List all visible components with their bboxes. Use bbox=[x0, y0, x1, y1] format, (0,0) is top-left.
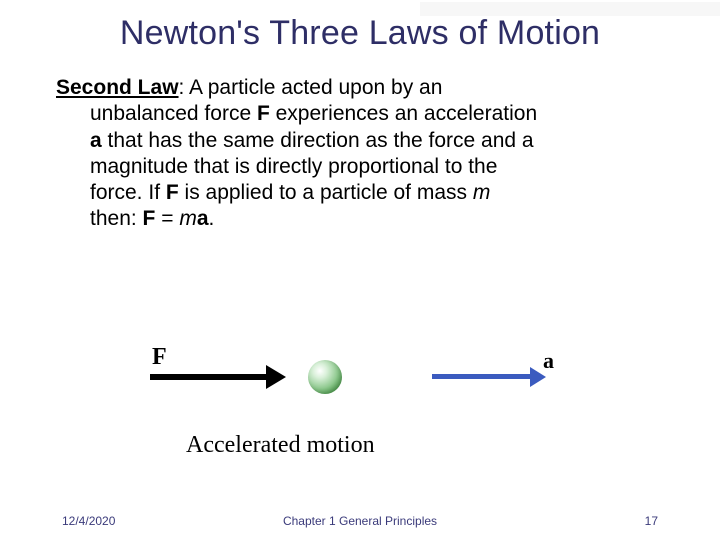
text-frag: experiences an acceleration bbox=[270, 102, 537, 125]
text-line: a that has the same direction as the for… bbox=[90, 128, 670, 154]
slide-title: Newton's Three Laws of Motion bbox=[50, 14, 670, 53]
text-frag: is applied to a particle of mass bbox=[179, 181, 473, 204]
symbol-a: a bbox=[90, 129, 102, 152]
slide-footer: 12/4/2020 Chapter 1 General Principles 1… bbox=[0, 508, 720, 528]
text-frag: = bbox=[155, 207, 179, 230]
text-frag: force. If bbox=[90, 181, 166, 204]
text-line: magnitude that is directly proportional … bbox=[90, 154, 670, 180]
text-line: unbalanced force F experiences an accele… bbox=[90, 101, 670, 127]
text-line: force. If F is applied to a particle of … bbox=[90, 180, 670, 206]
text-frag: unbalanced force bbox=[90, 102, 257, 125]
text-frag: then: bbox=[90, 207, 143, 230]
acceleration-label: a bbox=[543, 348, 554, 374]
text-frag: magnitude that is directly proportional … bbox=[90, 155, 497, 178]
text-frag: . bbox=[209, 207, 215, 230]
text-line: then: F = ma. bbox=[90, 206, 670, 232]
force-arrow-icon bbox=[150, 374, 270, 380]
acceleration-arrow-icon bbox=[432, 374, 532, 379]
symbol-m: m bbox=[473, 181, 491, 204]
slide: Newton's Three Laws of Motion Second Law… bbox=[0, 0, 720, 540]
footer-page-number: 17 bbox=[645, 514, 658, 528]
symbol-m: m bbox=[179, 207, 197, 230]
force-label: F bbox=[152, 344, 167, 371]
decorative-bar bbox=[420, 2, 720, 16]
symbol-a: a bbox=[197, 207, 209, 230]
footer-chapter: Chapter 1 General Principles bbox=[0, 514, 720, 528]
body-text: Second Law: A particle acted upon by an … bbox=[50, 75, 670, 233]
symbol-F: F bbox=[257, 102, 270, 125]
law-heading: Second Law bbox=[56, 76, 179, 99]
diagram-caption: Accelerated motion bbox=[186, 432, 375, 459]
diagram-accelerated-motion: F a Accelerated motion bbox=[150, 350, 570, 470]
text-frag: that has the same direction as the force… bbox=[102, 129, 534, 152]
text-frag: : A particle acted upon by an bbox=[179, 76, 443, 99]
symbol-F: F bbox=[143, 207, 156, 230]
particle-icon bbox=[308, 360, 342, 394]
symbol-F: F bbox=[166, 181, 179, 204]
